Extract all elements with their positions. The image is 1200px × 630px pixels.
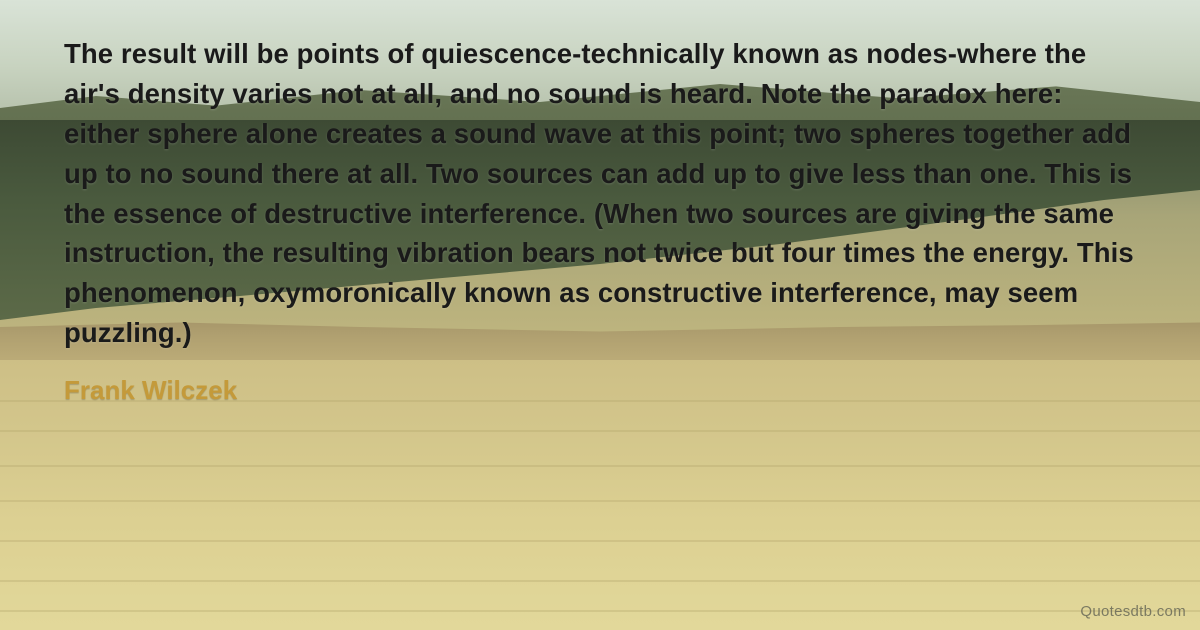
quote-text: The result will be points of quiescence-… xyxy=(64,34,1136,353)
quote-author: Frank Wilczek xyxy=(64,375,1136,406)
quote-card: The result will be points of quiescence-… xyxy=(0,0,1200,630)
